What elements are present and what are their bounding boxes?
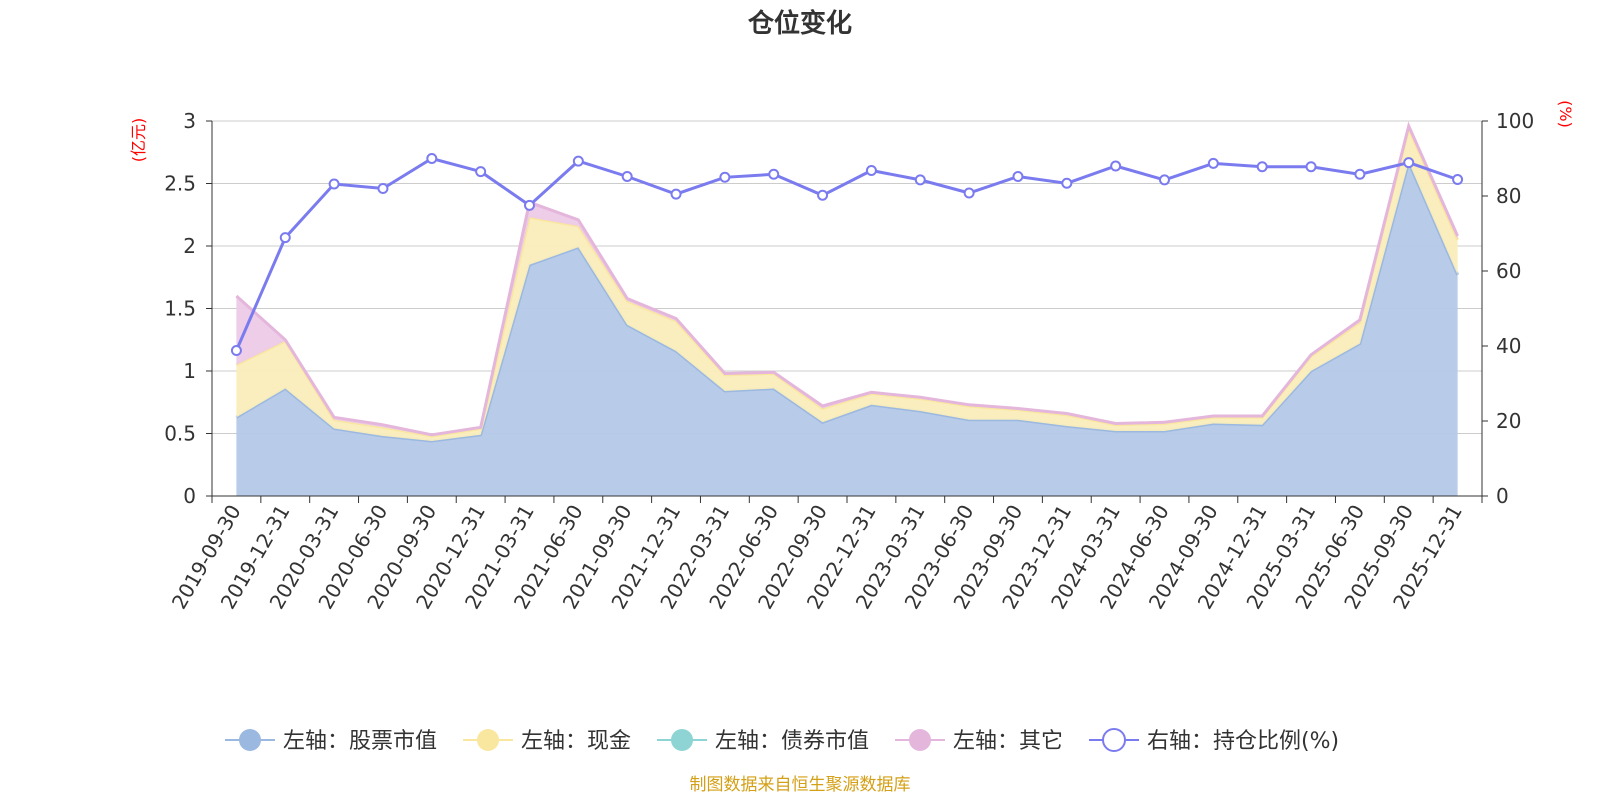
stacked-areas: [235, 121, 1459, 497]
legend-label: 左轴：股票市值: [283, 729, 437, 754]
ratio-point: [719, 171, 731, 183]
legend-marker: [239, 729, 261, 751]
legend-label: 左轴：债券市值: [715, 729, 869, 754]
data-source-note: 制图数据来自恒生聚源数据库: [690, 775, 911, 795]
ratio-point: [1207, 157, 1219, 169]
legend-label: 右轴：持仓比例(%): [1147, 729, 1339, 754]
legend[interactable]: 左轴：股票市值 左轴：现金 左轴：债券市值 左轴：其它 右轴：持仓比例(%): [225, 728, 1339, 754]
left-tick-label: 0: [183, 484, 196, 508]
area-edge-line: [235, 121, 1459, 437]
ratio-point: [768, 168, 780, 180]
ratio-point: [328, 178, 340, 190]
right-tick-label: 0: [1496, 484, 1509, 508]
right-tick-label: 100: [1496, 109, 1534, 133]
left-tick-label: 2.5: [164, 172, 196, 196]
left-tick-label: 3: [183, 109, 196, 133]
legend-marker: [909, 729, 931, 751]
left-tick-label: 0.5: [164, 422, 196, 446]
right-tick-label: 40: [1496, 334, 1521, 358]
ratio-point: [1159, 174, 1170, 186]
right-tick-label: 80: [1496, 184, 1521, 208]
ratio-point: [670, 188, 682, 200]
ratio-point: [230, 345, 242, 356]
ratio-point: [865, 165, 877, 176]
ratio-point: [1354, 168, 1366, 180]
ratio-point: [1012, 171, 1024, 182]
legend-item[interactable]: 右轴：持仓比例(%): [1089, 728, 1339, 754]
right-tick-label: 20: [1496, 409, 1521, 433]
ratio-point: [377, 183, 389, 194]
ratio-point: [1452, 174, 1464, 185]
area-fill: [236, 128, 1458, 436]
ratio-point: [963, 187, 975, 199]
chart-title: 仓位变化: [747, 8, 852, 39]
legend-marker: [477, 729, 499, 751]
ratio-point: [1305, 161, 1317, 173]
ratio-point: [524, 199, 535, 211]
ratio-point: [621, 171, 633, 182]
area-edge-line: [235, 123, 1459, 438]
left-axis-unit: (亿元): [129, 118, 148, 163]
legend-marker: [1102, 728, 1126, 752]
ratio-point: [1256, 161, 1268, 173]
ratio-point: [1061, 177, 1073, 189]
ratio-point: [1110, 160, 1122, 172]
ratio-line-path: [235, 156, 1459, 352]
ratio-point: [817, 189, 829, 201]
area-fill: [236, 128, 1458, 441]
ratio-point: [426, 153, 438, 164]
legend-item[interactable]: 左轴：债券市值: [657, 729, 869, 754]
area-fill: [236, 126, 1458, 436]
legend-marker: [671, 729, 693, 751]
left-tick-label: 1: [183, 359, 196, 383]
legend-item[interactable]: 左轴：现金: [463, 729, 631, 754]
left-tick-label: 2: [183, 234, 196, 258]
right-tick-label: 60: [1496, 259, 1521, 283]
ratio-point: [914, 174, 926, 186]
ratio-point: [279, 232, 291, 244]
legend-label: 左轴：现金: [521, 729, 631, 754]
ratio-point: [1403, 157, 1415, 169]
legend-label: 左轴：其它: [953, 729, 1063, 754]
ratio-point: [475, 166, 487, 178]
area-fill: [236, 162, 1458, 497]
ratio-line: [230, 153, 1464, 356]
legend-item[interactable]: 左轴：股票市值: [225, 729, 437, 754]
left-tick-label: 1.5: [164, 297, 196, 321]
ratio-point: [572, 155, 584, 167]
right-axis-unit: (%): [1556, 100, 1575, 128]
legend-item[interactable]: 左轴：其它: [895, 729, 1063, 754]
